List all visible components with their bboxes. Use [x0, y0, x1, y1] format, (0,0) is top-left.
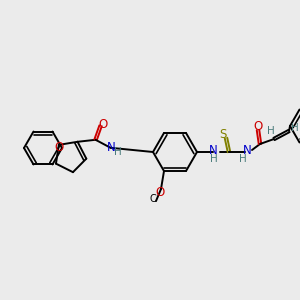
Text: N: N	[107, 141, 116, 154]
Text: N: N	[243, 145, 251, 158]
Text: H: H	[291, 123, 299, 133]
Text: N: N	[208, 145, 217, 158]
Text: H: H	[114, 147, 122, 157]
Text: O: O	[254, 119, 262, 133]
Text: O: O	[155, 186, 165, 199]
Text: S: S	[219, 128, 227, 142]
Text: O: O	[54, 141, 64, 154]
Text: H: H	[267, 126, 275, 136]
Text: C: C	[150, 194, 156, 204]
Text: H: H	[239, 154, 247, 164]
Text: O: O	[98, 118, 107, 131]
Text: H: H	[210, 154, 218, 164]
